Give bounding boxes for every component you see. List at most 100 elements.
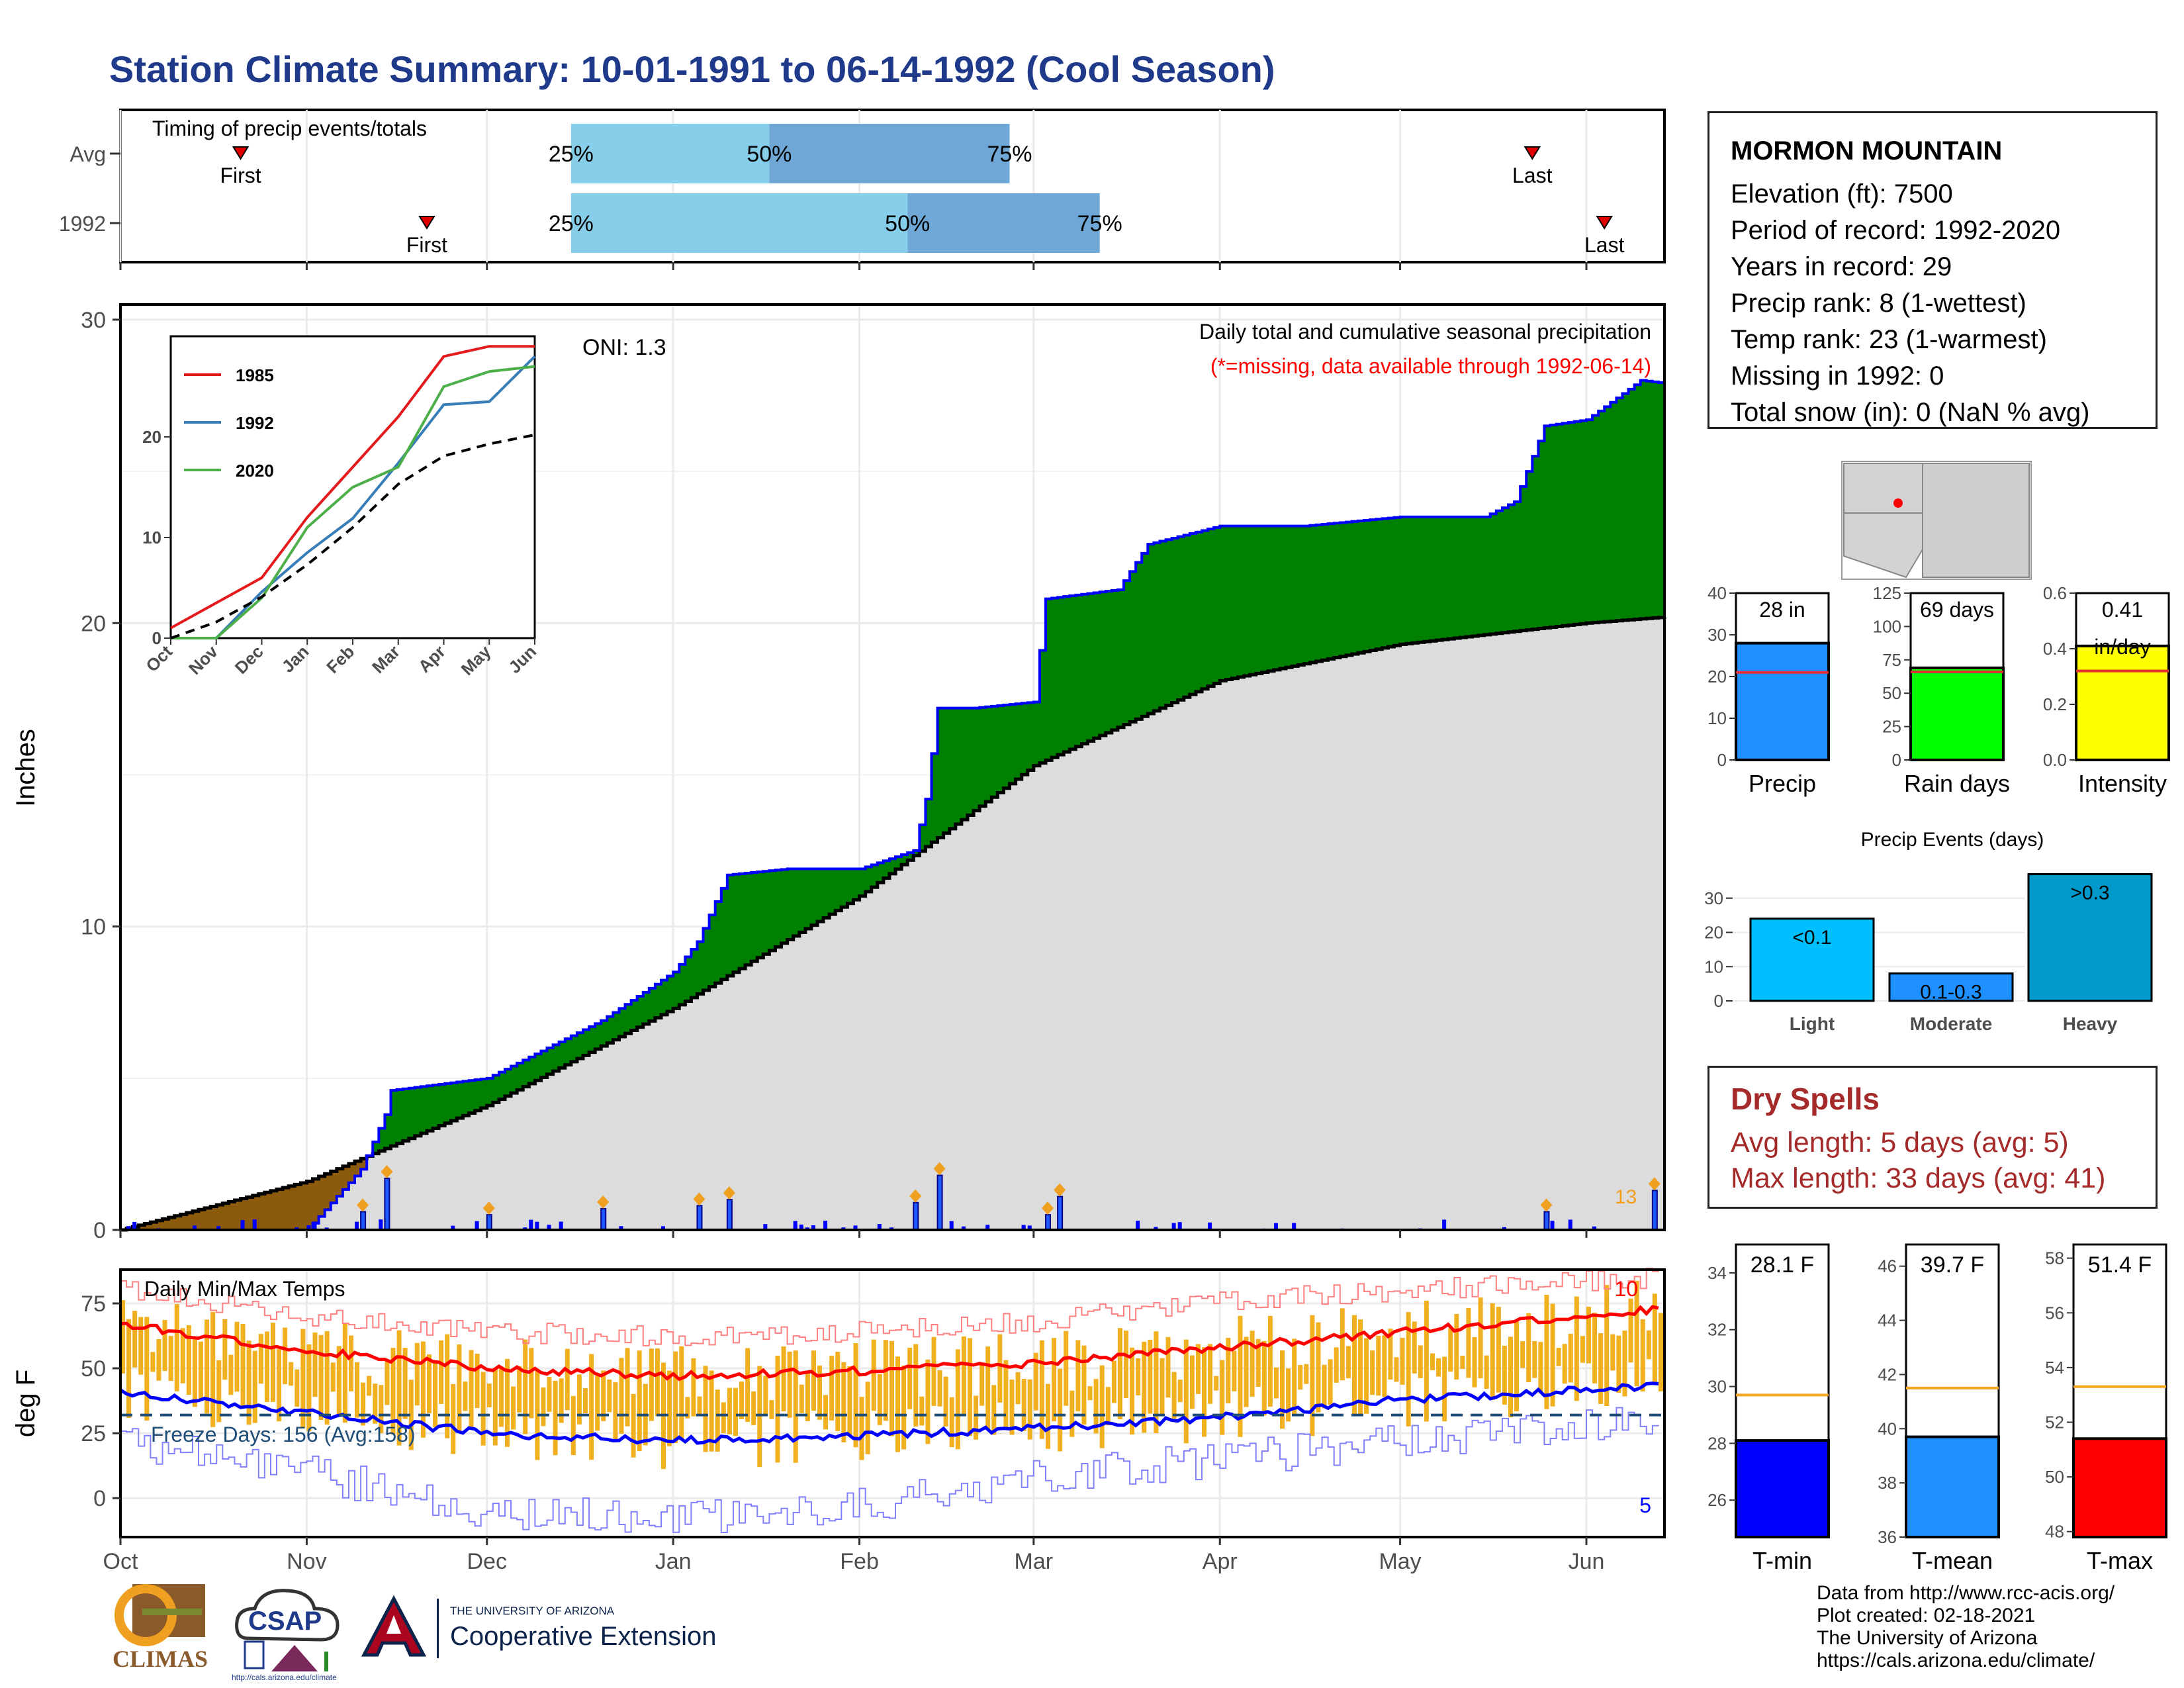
daily-temp-bar — [258, 1334, 263, 1384]
timing-last-marker — [1524, 146, 1541, 160]
summary-ytick-label: 100 — [1873, 616, 1901, 636]
daily-temp-bar — [979, 1364, 985, 1406]
daily-temp-bar — [1604, 1285, 1610, 1407]
timing-p50-label: 50% — [885, 211, 930, 236]
daily-precip-bar — [936, 1174, 943, 1231]
temp-summary-ytick-label: 46 — [1878, 1256, 1897, 1276]
daily-temp-bar — [751, 1391, 756, 1425]
daily-temp-bar — [943, 1376, 948, 1427]
daily-precip-bar — [600, 1207, 607, 1231]
daily-temp-bar — [439, 1340, 444, 1404]
dry-spells-panel: Dry Spells Avg length: 5 days (avg: 5) M… — [1707, 1066, 2158, 1209]
temp-summary-ytick-label: 28 — [1707, 1433, 1727, 1453]
daily-temp-bar — [811, 1350, 816, 1411]
daily-temp-bar — [480, 1372, 486, 1446]
daily-temp-bar — [240, 1324, 246, 1408]
record-high-count: 10 — [1614, 1277, 1638, 1301]
daily-temp-bar — [517, 1366, 522, 1413]
daily-precip-bar-small — [1171, 1223, 1176, 1230]
daily-temp-bar — [889, 1340, 894, 1436]
daily-temp-bar — [835, 1352, 841, 1431]
precip-ytick-label: 30 — [81, 308, 106, 333]
summary-bar-value-label: 28 in — [1759, 598, 1805, 622]
timing-p50-label: 50% — [747, 142, 792, 167]
daily-temp-bar — [199, 1341, 204, 1401]
daily-precip-bar-small — [312, 1221, 317, 1230]
daily-temp-bar — [559, 1378, 564, 1423]
daily-temp-bar — [1496, 1307, 1501, 1393]
daily-temp-bar — [1123, 1331, 1128, 1399]
ua-logo: THE UNIVERSITY OF ARIZONA Cooperative Ex… — [357, 1595, 754, 1668]
month-label: Jun — [1569, 1549, 1605, 1574]
daily-temp-bar — [607, 1380, 612, 1413]
precip-ylabel: Inches — [11, 729, 40, 807]
daily-temp-bar — [1454, 1313, 1459, 1380]
timing-last-label: Last — [1512, 164, 1553, 187]
daily-temp-bar — [150, 1352, 156, 1372]
daily-temp-bar — [1226, 1338, 1231, 1403]
month-label: May — [1379, 1549, 1421, 1574]
timing-p75-label: 75% — [987, 142, 1032, 167]
daily-temp-bar — [138, 1317, 144, 1375]
daily-temp-bar — [264, 1331, 269, 1403]
event-bar — [2027, 873, 2153, 1002]
daily-temp-bar — [1358, 1319, 1363, 1415]
inset-series-line — [170, 433, 535, 639]
timing-p25-label: 25% — [549, 211, 594, 236]
daily-temp-bar — [865, 1382, 870, 1454]
daily-precip-bar-small — [877, 1224, 882, 1230]
daily-temp-bar — [1052, 1338, 1057, 1422]
daily-temp-bar — [529, 1348, 534, 1419]
daily-temp-bar — [637, 1350, 642, 1452]
daily-temp-bar — [679, 1346, 684, 1440]
daily-precip-bar-small — [949, 1221, 954, 1230]
daily-precip-marker — [933, 1162, 946, 1176]
summary-ytick-label: 0 — [1892, 750, 1901, 770]
events-ytick-label: 0 — [1714, 991, 1723, 1011]
station-line: Elevation (ft): 7500 — [1731, 179, 1953, 209]
daily-precip-bar-small — [961, 1226, 966, 1230]
daily-precip-marker — [909, 1189, 922, 1203]
ua-big-text: Cooperative Extension — [450, 1622, 717, 1651]
daily-temp-bar — [252, 1350, 257, 1423]
ua-divider — [437, 1599, 439, 1658]
daily-temp-bar — [853, 1343, 858, 1448]
daily-temp-bar — [1544, 1295, 1549, 1409]
daily-temp-bar — [1400, 1338, 1405, 1385]
daily-temp-bar — [673, 1351, 678, 1443]
summary-ytick-label: 0 — [1717, 750, 1727, 770]
avg-cumulative-line — [120, 616, 1666, 1232]
daily-temp-bar — [1646, 1330, 1651, 1360]
daily-temp-bar — [781, 1346, 786, 1412]
daily-temp-bar — [1064, 1331, 1069, 1406]
daily-temp-bar — [655, 1348, 660, 1417]
timing-bar-25-50 — [570, 193, 908, 253]
daily-temp-bar — [120, 1300, 125, 1374]
daily-temp-bar — [595, 1376, 600, 1431]
daily-temp-bar — [1075, 1340, 1081, 1412]
daily-precip-bar-small — [1136, 1221, 1140, 1230]
daily-precip-bar-small — [811, 1225, 815, 1230]
daily-temp-bar — [1430, 1353, 1435, 1370]
daily-precip-bar-small — [132, 1221, 137, 1230]
daily-precip-bar-small — [126, 1226, 131, 1230]
daily-temp-bar — [318, 1335, 324, 1421]
daily-temp-bar — [1267, 1315, 1273, 1407]
avg-high-line — [120, 1305, 1659, 1382]
daily-temp-bar — [210, 1311, 216, 1427]
summary-bar-value-label: in/day — [2094, 635, 2150, 659]
daily-temp-bar — [919, 1396, 925, 1426]
daily-precip-bar-small — [619, 1226, 623, 1230]
daily-precip-bar — [384, 1178, 390, 1231]
daily-temp-bar — [631, 1393, 636, 1458]
daily-temp-bar — [883, 1340, 888, 1421]
station-location-dot — [1893, 498, 1903, 508]
daily-temp-bar — [1015, 1372, 1021, 1405]
daily-temp-bar — [625, 1348, 630, 1427]
daily-temp-bar — [1160, 1358, 1165, 1415]
climas-logo-bar — [142, 1609, 202, 1615]
daily-temp-bar — [859, 1397, 864, 1460]
daily-temp-bar — [1478, 1297, 1483, 1379]
daily-temp-bar — [348, 1335, 353, 1391]
daily-temp-bar — [1081, 1345, 1087, 1425]
